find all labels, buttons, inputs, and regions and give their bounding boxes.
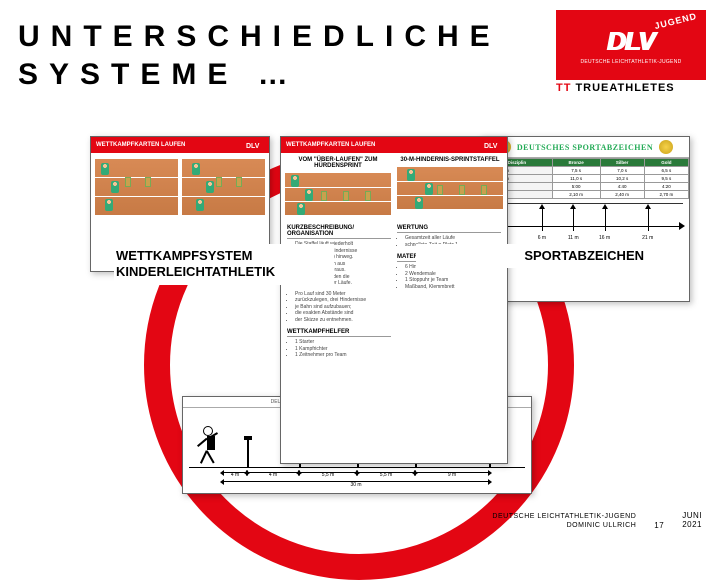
card-wettkampf-gross: WETTKAMPFKARTEN LAUFEN DLV VOM "ÜBER-LAU… <box>280 136 508 464</box>
dimension-label: 5,5 m <box>322 472 335 478</box>
medal-icon <box>659 140 673 154</box>
list-item: der Skizze zu entnehmen. <box>295 317 391 324</box>
track-panel <box>95 157 178 217</box>
sec3-list: 1 Starter1 Kampfrichter1 Zeitnehmer pro … <box>295 339 391 359</box>
sec1-heading: KURZBESCHREIBUNG/ ORGANISATION <box>287 225 391 239</box>
footer-date: JUNI 2021 <box>682 511 702 530</box>
title-line-2: SYSTEME … <box>18 56 501 94</box>
card-left-header: WETTKAMPFKARTEN LAUFEN DLV <box>91 137 269 153</box>
card-center-header: WETTKAMPFKARTEN LAUFEN DLV <box>281 137 507 153</box>
logo-main: DLV <box>607 26 655 57</box>
table-cell: 4:20 <box>644 183 688 191</box>
card-left-tracks <box>91 153 269 221</box>
track-panel <box>397 165 503 211</box>
table-row: 800 m Lauf5:004:404:20 <box>482 183 689 191</box>
table-cell: 5:00 <box>552 183 600 191</box>
table-cell: 2,70 m <box>644 191 688 199</box>
table-cell: 7,0 s <box>600 167 644 175</box>
cert-title: DEUTSCHES SPORTABZEICHEN <box>517 143 653 152</box>
label-sportabzeichen: SPORTABZEICHEN <box>416 244 646 268</box>
table-cell: 2,10 m <box>552 191 600 199</box>
tick-label: 16 m <box>599 235 610 241</box>
footer-year: 2021 <box>682 520 702 530</box>
hurdle-post <box>247 440 249 468</box>
sec3-heading: WETTKAMPFHELFER <box>287 329 391 337</box>
dlv-logo: JUGEND DLV DEUTSCHE LEICHTATHLETIK-JUGEN… <box>556 10 706 80</box>
table-cell: 11,0 s <box>552 175 600 183</box>
page-number: 17 <box>654 521 664 530</box>
list-item: 1 Zeitnehmer pro Team <box>295 352 391 359</box>
table-cell: 7,5 s <box>552 167 600 175</box>
table-row: Laufen 50 m11,0 s10,2 s9,5 s <box>482 175 689 183</box>
logo-trueathletes-text: TRUEATHLETES <box>575 82 674 94</box>
card-center-tracks: VOM "ÜBER-LAUFEN" ZUM HÜRDENSPRINT 30-M-… <box>281 153 507 221</box>
table-row: Weitsprung2,10 m2,40 m2,70 m <box>482 191 689 199</box>
track-panel <box>285 171 391 217</box>
arrow-icon <box>679 222 685 230</box>
logo-subtitle: DEUTSCHE LEICHTATHLETIK-JUGEND <box>580 59 681 65</box>
label-wettkampfsystem: WETTKAMPFSYSTEM KINDERLEICHTATHLETIK <box>114 244 334 285</box>
tick-label: 21 m <box>642 235 653 241</box>
slide-footer: DEUTSCHE LEICHTATHLETIK-JUGEND DOMINIC U… <box>492 511 702 530</box>
sec4-heading: WERTUNG <box>397 225 501 233</box>
svg-text:DLV: DLV <box>484 143 498 150</box>
dimension-label: 5,5 m <box>380 472 393 478</box>
table-cell: 9,5 s <box>644 175 688 183</box>
logo-tt: TT <box>556 82 571 94</box>
label-left-line2: KINDERLEICHTATHLETIK <box>116 264 332 280</box>
dimension-label: 9 m <box>448 472 456 478</box>
table-cell: 10,2 s <box>600 175 644 183</box>
track-label-left: VOM "ÜBER-LAUFEN" ZUM HÜRDENSPRINT <box>285 157 391 169</box>
table-row: Laufen 30 m7,5 s7,0 s6,5 s <box>482 167 689 175</box>
footer-month: JUNI <box>682 511 702 521</box>
card-center-text: KURZBESCHREIBUNG/ ORGANISATION Die Staff… <box>281 221 507 363</box>
logo-corner: JUGEND <box>654 11 699 31</box>
title-line-1: UNTERSCHIEDLICHE <box>18 18 501 56</box>
dimension-label: 4 m <box>231 472 239 478</box>
label-left-line1: WETTKAMPFSYSTEM <box>116 248 332 264</box>
list-item: Maßband, Klemmbrett <box>405 284 501 291</box>
sec2-list: Pro Lauf sind 30 Meterzurückzulegen, dre… <box>295 291 391 324</box>
tick-label: 11 m <box>568 235 579 241</box>
dimension-label: 4 m <box>269 472 277 478</box>
table-header: Silber <box>600 159 644 167</box>
label-right-text: SPORTABZEICHEN <box>524 248 644 263</box>
footer-org-line1: DEUTSCHE LEICHTATHLETIK-JUGEND <box>492 512 636 521</box>
svg-text:DLV: DLV <box>246 143 260 150</box>
footer-org: DEUTSCHE LEICHTATHLETIK-JUGEND DOMINIC U… <box>492 512 636 530</box>
runner-icon <box>195 426 221 466</box>
card-sportabzeichen: DEUTSCHES SPORTABZEICHEN DisziplinBronze… <box>480 136 690 302</box>
dlv-mini-icon: DLV <box>246 140 264 150</box>
slide-title: UNTERSCHIEDLICHE SYSTEME … <box>18 18 501 93</box>
distance-diagram: 1 m6 m11 m16 m21 m <box>487 203 683 239</box>
dlv-mini-icon: DLV <box>484 140 502 150</box>
table-cell: 2,40 m <box>600 191 644 199</box>
table-header: Gold <box>644 159 688 167</box>
tick-label: 6 m <box>538 235 546 241</box>
table-cell: 4:40 <box>600 183 644 191</box>
card-left-title: WETTKAMPFKARTEN LAUFEN <box>96 142 185 148</box>
track-panel <box>182 157 265 217</box>
cert-table: DisziplinBronzeSilberGold Laufen 30 m7,5… <box>481 158 689 199</box>
dimension-total: 30 m <box>350 482 361 488</box>
table-cell: 6,5 s <box>644 167 688 175</box>
cert-header: DEUTSCHES SPORTABZEICHEN <box>481 137 689 158</box>
trueathletes-logo: TT TRUEATHLETES <box>556 82 706 94</box>
card-center-title: WETTKAMPFKARTEN LAUFEN <box>286 142 375 148</box>
table-header: Bronze <box>552 159 600 167</box>
track-label-right: 30-M-HINDERNIS-SPRINTSTAFFEL <box>397 157 503 163</box>
footer-org-line2: DOMINIC ULLRICH <box>492 521 636 530</box>
